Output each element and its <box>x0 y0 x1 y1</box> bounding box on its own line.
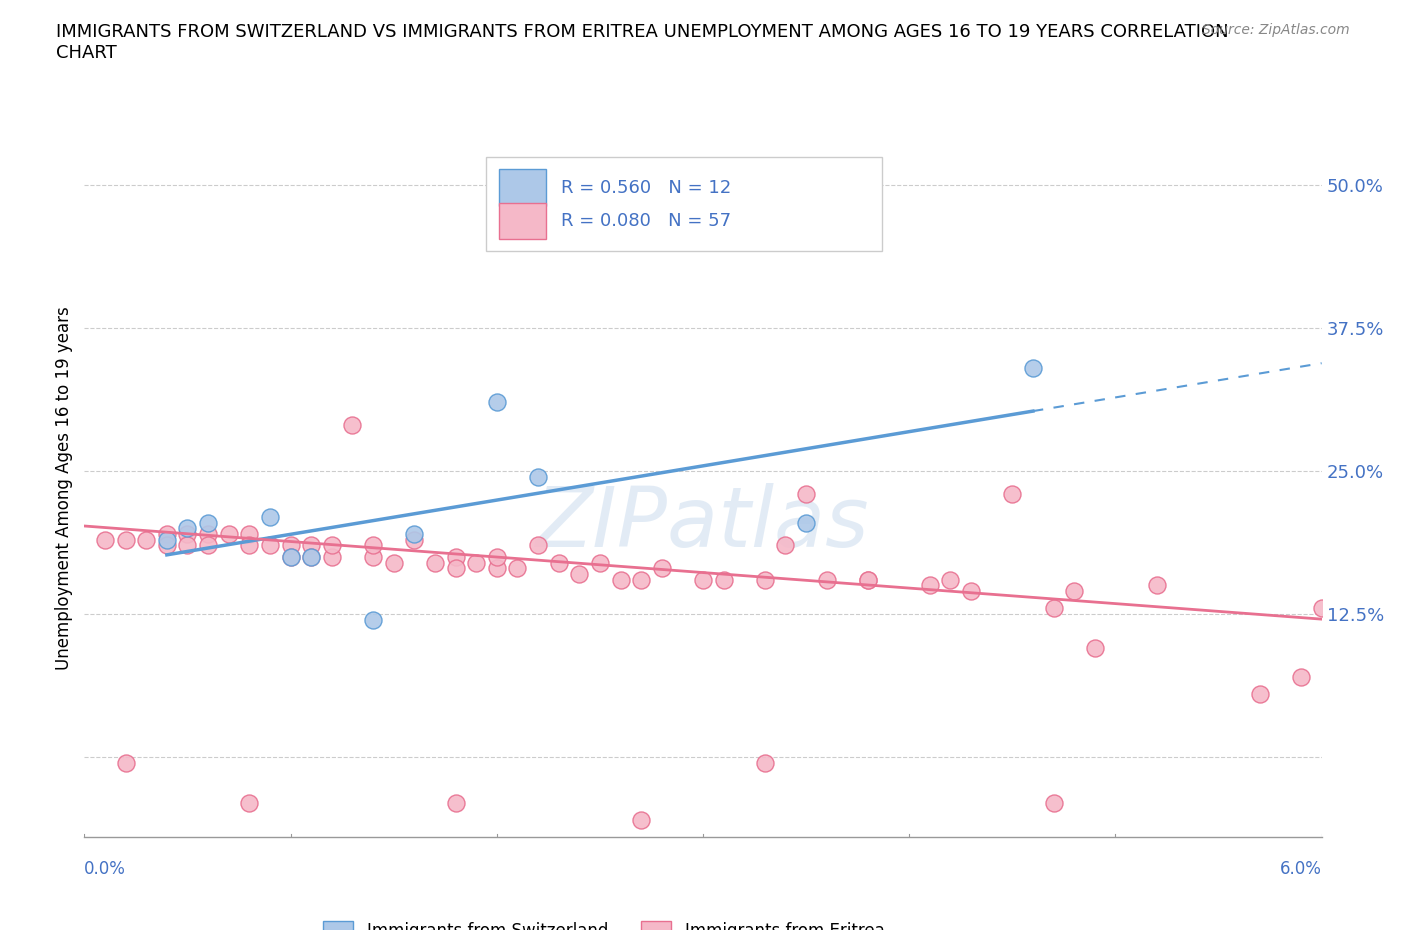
Point <box>568 566 591 581</box>
Text: IMMIGRANTS FROM SWITZERLAND VS IMMIGRANTS FROM ERITREA UNEMPLOYMENT AMONG AGES 1: IMMIGRANTS FROM SWITZERLAND VS IMMIGRANT… <box>56 23 1229 62</box>
Point <box>754 572 776 587</box>
Point <box>692 572 714 587</box>
Point <box>238 795 260 810</box>
Point <box>775 538 797 552</box>
Point <box>1042 795 1064 810</box>
Point <box>527 470 550 485</box>
Point <box>156 538 179 552</box>
Point <box>485 395 508 410</box>
Point <box>361 538 384 552</box>
Point <box>856 572 879 587</box>
Point <box>280 538 302 552</box>
Point <box>589 555 612 570</box>
Point <box>609 572 631 587</box>
Point <box>630 813 652 828</box>
Point <box>423 555 446 570</box>
Point <box>918 578 941 593</box>
Point <box>1249 686 1271 701</box>
Point <box>1063 584 1085 599</box>
Point <box>299 550 322 565</box>
Point <box>485 550 508 565</box>
Point <box>94 532 117 547</box>
Point <box>361 612 384 627</box>
Point <box>176 526 198 541</box>
Point <box>485 561 508 576</box>
Text: ZIPatlas: ZIPatlas <box>536 483 870 564</box>
Text: 0.0%: 0.0% <box>84 860 127 878</box>
Text: R = 0.080   N = 57: R = 0.080 N = 57 <box>561 212 731 230</box>
Point <box>444 561 467 576</box>
Point <box>1289 670 1312 684</box>
FancyBboxPatch shape <box>499 203 546 239</box>
Point <box>299 538 322 552</box>
Text: Source: ZipAtlas.com: Source: ZipAtlas.com <box>1202 23 1350 37</box>
Point <box>259 538 281 552</box>
FancyBboxPatch shape <box>499 169 546 206</box>
Point <box>156 526 179 541</box>
Point <box>238 526 260 541</box>
Point <box>856 572 879 587</box>
Point <box>176 521 198 536</box>
Point <box>382 555 405 570</box>
Point <box>114 755 136 770</box>
Text: 6.0%: 6.0% <box>1279 860 1322 878</box>
Point <box>197 515 219 530</box>
Point <box>135 532 157 547</box>
Text: R = 0.560   N = 12: R = 0.560 N = 12 <box>561 179 731 196</box>
Point <box>815 572 838 587</box>
Point <box>361 550 384 565</box>
Point <box>444 550 467 565</box>
Point <box>299 550 322 565</box>
Point <box>280 550 302 565</box>
Point <box>794 486 817 501</box>
Point <box>651 561 673 576</box>
FancyBboxPatch shape <box>486 157 883 251</box>
Point <box>547 555 569 570</box>
Point <box>1084 641 1107 656</box>
Point <box>527 538 550 552</box>
Point <box>114 532 136 547</box>
Point <box>630 572 652 587</box>
Point <box>506 561 529 576</box>
Point <box>156 532 179 547</box>
Point <box>218 526 240 541</box>
Point <box>960 584 983 599</box>
Point <box>1310 601 1333 616</box>
Point <box>176 538 198 552</box>
Point <box>197 538 219 552</box>
Point <box>794 515 817 530</box>
Point <box>1001 486 1024 501</box>
Point <box>321 538 343 552</box>
Point <box>259 510 281 525</box>
Point <box>404 532 426 547</box>
Point <box>754 755 776 770</box>
Point <box>1042 601 1064 616</box>
Point <box>238 538 260 552</box>
Point <box>280 550 302 565</box>
Point <box>939 572 962 587</box>
Legend: Immigrants from Switzerland, Immigrants from Eritrea: Immigrants from Switzerland, Immigrants … <box>323 921 884 930</box>
Point <box>713 572 735 587</box>
Point <box>321 550 343 565</box>
Point <box>1146 578 1168 593</box>
Point <box>342 418 364 432</box>
Point <box>197 526 219 541</box>
Point <box>1022 361 1045 376</box>
Point <box>444 795 467 810</box>
Point <box>404 526 426 541</box>
Point <box>465 555 488 570</box>
Y-axis label: Unemployment Among Ages 16 to 19 years: Unemployment Among Ages 16 to 19 years <box>55 306 73 671</box>
